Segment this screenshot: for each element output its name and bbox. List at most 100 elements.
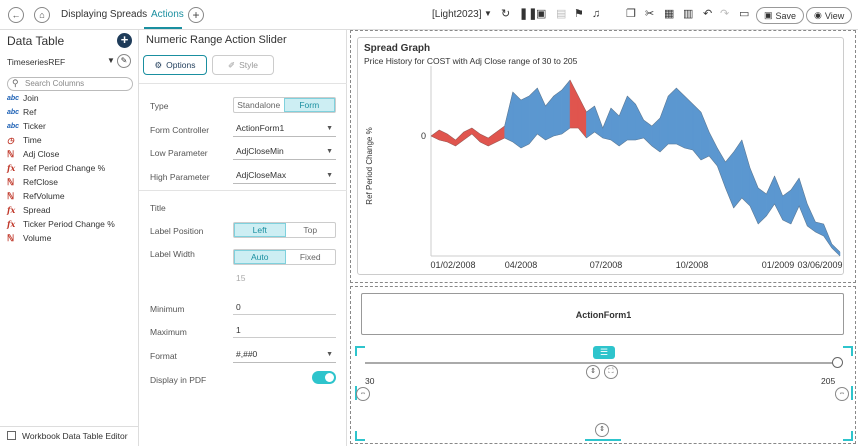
label-position-left-option[interactable]: Left [234,223,286,237]
view-button[interactable]: ◉ View [806,7,853,24]
pdf-icon[interactable]: ▤ [556,8,567,20]
data-table-panel: Data Table + TimeseriesREF ▼ ✎ ⚲ Search … [0,30,139,446]
minimum-input[interactable]: 0 [233,300,336,315]
graph-container-frame [350,30,856,283]
label-width-fixed-option[interactable]: Fixed [299,252,321,262]
bookmark-icon[interactable]: ⚑ [574,8,584,20]
column-item[interactable]: ℕ RefClose [7,175,137,189]
theme-dropdown-caret-icon[interactable]: ▼ [484,9,492,18]
workbook-data-table-editor-link[interactable]: Workbook Data Table Editor [0,426,139,446]
form-container-frame [350,286,856,444]
comment-icon[interactable]: ▭ [739,8,750,20]
style-button[interactable]: ✐ Style [212,55,274,75]
title-input[interactable] [233,198,336,213]
tab-displaying-spreads[interactable]: Displaying Spreads [61,9,148,20]
bell-icon[interactable]: ♫ [592,8,601,20]
spread-band-segment [520,95,530,149]
options-button[interactable]: ⚙ Options [143,55,207,75]
column-item[interactable]: fx Spread [7,203,137,217]
toggle-knob [325,373,334,382]
spread-chart: 0 Ref Period Change % 01/02/2008 04/2008 07/… [365,66,843,270]
gear-icon: ⚙ [154,59,163,70]
type-standalone-option[interactable]: Standalone [237,100,281,110]
datasource-caret-icon[interactable]: ▼ [107,56,115,65]
abc-type-icon: abc [7,108,20,116]
home-icon[interactable]: ⌂ [34,7,50,23]
save-icon: ▣ [764,10,773,20]
column-name: Volume [23,233,52,243]
selection-corner [355,431,365,441]
redo-icon[interactable]: ↷ [720,8,730,20]
display-in-pdf-toggle[interactable] [312,371,336,384]
delete-icon[interactable]: ▥ [683,8,694,20]
high-parameter-dropdown[interactable]: AdjCloseMax ▼ [233,168,336,184]
column-item[interactable]: fx Ref Period Change % [7,161,137,175]
style-label: Style [239,60,259,70]
low-parameter-dropdown[interactable]: AdjCloseMin ▼ [233,144,336,160]
column-item[interactable]: ℕ Volume [7,231,137,245]
resize-horizontal-icon[interactable]: ⇔ [356,387,370,401]
column-name: RefVolume [23,191,65,201]
copy-icon[interactable]: ❐ [626,8,636,20]
column-item[interactable]: ℕ RefVolume [7,189,137,203]
datasource-selector[interactable]: TimeseriesREF [7,57,66,67]
resize-vertical-icon[interactable]: ⇕ [595,423,609,437]
label-width-auto-option[interactable]: Auto [234,250,286,264]
form-controller-dropdown[interactable]: ActionForm1 ▼ [233,121,336,137]
add-column-button[interactable]: + [117,33,132,48]
undo-icon[interactable]: ↶ [703,8,713,20]
chevron-down-icon: ▼ [326,351,333,358]
divider [139,83,347,84]
column-name: Adj Close [23,149,60,159]
slider-high-thumb[interactable] [832,357,843,368]
spread-graph-panel[interactable]: Spread Graph Price History for COST with… [357,37,844,275]
column-item[interactable]: abc Ref [7,105,137,119]
tab-actions[interactable]: Actions [151,9,184,20]
spread-band-segment [553,89,563,137]
label-position-label: Label Position [150,226,204,236]
column-item[interactable]: abc Ticker [7,119,137,133]
selection-edge [585,439,621,441]
resize-vertical-icon[interactable]: ⇕ [586,365,600,379]
numeric-range-slider[interactable]: ☰ 30 205 ⇕ ⛶ ⇔ ⇔ ⇕ [355,346,853,441]
cut-icon[interactable]: ✂ [645,8,655,20]
spread-band-segment [635,103,644,141]
action-form-panel[interactable]: ActionForm1 [361,293,844,335]
num-type-icon: ℕ [7,148,15,159]
save-button[interactable]: ▣ Save [756,7,805,24]
edit-datasource-icon[interactable]: ✎ [117,54,131,68]
chart-subtitle: Price History for COST with Adj Close ra… [364,56,578,66]
series-line-upper [430,79,841,253]
slider-track[interactable] [365,362,841,364]
spread-band-segment [577,95,587,139]
table-editor-icon [7,431,16,440]
theme-selector[interactable]: [Light2023] [432,9,482,20]
snapshot-icon[interactable]: ▣ [536,8,547,20]
format-dropdown[interactable]: #,##0 ▼ [233,347,336,363]
refresh-icon[interactable]: ↻ [501,8,511,20]
expand-icon[interactable]: ⛶ [604,365,618,379]
chevron-down-icon: ▼ [326,125,333,132]
column-item[interactable]: ℕ Adj Close [7,147,137,161]
spread-band-segment [512,91,522,149]
properties-panel: Numeric Range Action Slider ⚙ Options ✐ … [139,30,347,446]
search-columns-input[interactable]: Search Columns [7,77,133,91]
back-icon[interactable]: ← [8,7,24,23]
maximum-input[interactable]: 1 [233,323,336,338]
column-item[interactable]: abc Join [7,91,137,105]
paste-icon[interactable]: ▦ [664,8,675,20]
pause-icon[interactable]: ❚❚ [519,8,538,20]
column-item[interactable]: ◷ Time [7,133,137,147]
label-position-toggle: Left Top [233,222,336,238]
resize-horizontal-icon[interactable]: ⇔ [835,387,849,401]
column-item[interactable]: fx Ticker Period Change % [7,217,137,231]
slider-max-label: 205 [821,376,836,386]
type-form-option[interactable]: Form [283,98,335,112]
drag-grip-icon[interactable]: ☰ [593,346,615,359]
format-label: Format [150,351,177,361]
maximum-label: Maximum [150,327,187,337]
label-position-top-option[interactable]: Top [303,225,318,235]
dashboard-canvas: Spread Graph Price History for COST with… [348,30,858,446]
label-width-input[interactable]: 15 [236,273,246,283]
add-tab-icon[interactable]: + [188,7,204,23]
